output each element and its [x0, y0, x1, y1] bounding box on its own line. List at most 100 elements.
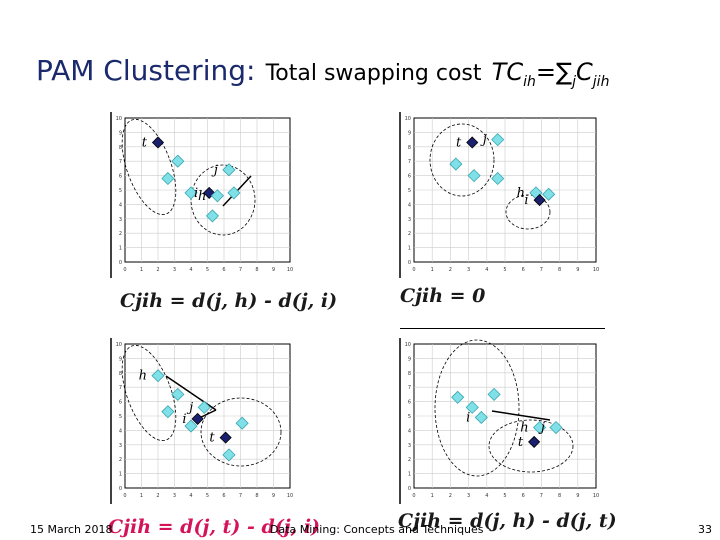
x-tick-label: 8 — [558, 493, 561, 499]
x-tick-label: 4 — [485, 267, 488, 273]
data-point-marker — [184, 419, 198, 433]
point-label: j — [211, 163, 218, 178]
footer-title: Data Mining: Concepts and Techniques — [270, 523, 484, 536]
x-tick-label: 7 — [540, 267, 543, 273]
x-tick-label: 9 — [272, 267, 275, 273]
scatter-panel-4: 10 9 8 7 6 5 4 3 2 1 0 0 1 2 3 4 5 6 7 8 9 10 i h j t — [399, 338, 600, 504]
y-tick-label: 7 — [408, 385, 411, 391]
scatter-panel-3: 10 9 8 7 6 5 4 3 2 1 0 0 1 2 3 4 5 6 7 8 9 10 h j i t — [110, 338, 294, 504]
x-tick-label: 1 — [431, 493, 434, 499]
data-point-marker — [171, 387, 185, 401]
y-tick-label: 4 — [119, 428, 122, 434]
y-tick-label: 2 — [408, 231, 411, 237]
y-tick-label: 10 — [405, 342, 411, 348]
x-tick-label: 5 — [503, 267, 506, 273]
x-tick-label: 5 — [503, 493, 506, 499]
y-tick-label: 3 — [119, 217, 122, 223]
point-label: i — [194, 186, 198, 201]
x-tick-label: 2 — [156, 493, 159, 499]
x-tick-label: 0 — [412, 493, 415, 499]
point-label: j — [538, 421, 545, 436]
medoid-marker — [191, 412, 204, 425]
x-tick-label: 0 — [123, 493, 126, 499]
point-label: t — [518, 435, 524, 450]
point-label: i — [182, 412, 186, 427]
x-tick-label: 6 — [222, 267, 225, 273]
y-tick-label: 5 — [119, 188, 122, 194]
data-point-marker — [467, 169, 481, 183]
point-label: i — [524, 193, 528, 208]
x-tick-label: 10 — [287, 267, 293, 273]
y-tick-label: 1 — [119, 472, 122, 478]
y-tick-label: 9 — [408, 130, 411, 136]
x-tick-label: 7 — [239, 267, 242, 273]
title-sub: Total swapping cost — [265, 61, 482, 86]
x-tick-label: 6 — [222, 493, 225, 499]
data-point-marker — [465, 400, 479, 414]
x-tick-label: 4 — [189, 493, 192, 499]
y-tick-label: 0 — [119, 486, 122, 492]
x-tick-label: 10 — [287, 493, 293, 499]
y-tick-label: 0 — [119, 260, 122, 266]
data-point-marker — [222, 448, 236, 462]
x-tick-label: 1 — [431, 267, 434, 273]
x-tick-label: 0 — [412, 267, 415, 273]
y-tick-label: 9 — [119, 356, 122, 362]
y-tick-label: 5 — [408, 414, 411, 420]
data-point-marker — [449, 157, 463, 171]
x-tick-label: 7 — [239, 493, 242, 499]
x-tick-label: 8 — [255, 267, 258, 273]
y-tick-label: 2 — [408, 457, 411, 463]
data-point-marker — [161, 405, 175, 419]
distance-line — [491, 410, 551, 421]
x-tick-label: 10 — [593, 493, 599, 499]
x-tick-label: 9 — [272, 493, 275, 499]
scatter-panel-2: 10 9 8 7 6 5 4 3 2 1 0 0 1 2 3 4 5 6 7 8 9 10 t j h i — [399, 112, 600, 278]
x-tick-label: 10 — [593, 267, 599, 273]
data-point-marker — [235, 416, 249, 430]
y-tick-label: 0 — [408, 486, 411, 492]
cluster-boundary — [429, 123, 495, 197]
y-tick-label: 8 — [408, 145, 411, 151]
data-point-marker — [487, 387, 501, 401]
medoid-marker — [151, 136, 165, 149]
y-tick-label: 6 — [119, 174, 122, 180]
y-tick-label: 4 — [408, 202, 411, 208]
title-formula-sum-sub: j — [572, 73, 577, 90]
medoid-marker — [528, 435, 541, 448]
cluster-boundary — [190, 164, 256, 236]
x-tick-label: 9 — [576, 493, 579, 499]
point-label: h — [517, 186, 525, 201]
point-label: t — [209, 431, 215, 446]
point-label: h — [139, 369, 147, 384]
point-label: t — [456, 135, 462, 150]
title-formula: TCih=∑jCjih — [492, 58, 610, 90]
x-tick-label: 5 — [206, 267, 209, 273]
cluster-boundary — [121, 119, 177, 215]
x-tick-label: 8 — [558, 267, 561, 273]
y-tick-label: 10 — [405, 116, 411, 122]
point-label: h — [520, 421, 528, 436]
x-tick-label: 4 — [485, 493, 488, 499]
y-tick-label: 9 — [119, 130, 122, 136]
data-point-marker — [184, 186, 198, 200]
x-tick-label: 6 — [522, 267, 525, 273]
title-formula-eq: =∑ — [535, 58, 573, 86]
data-point-marker — [474, 410, 488, 425]
cluster-boundary — [505, 194, 551, 230]
y-tick-label: 5 — [119, 414, 122, 420]
data-point-marker — [533, 420, 547, 435]
x-tick-label: 3 — [173, 267, 176, 273]
point-label: h — [198, 189, 206, 204]
y-tick-label: 1 — [119, 246, 122, 252]
x-tick-label: 4 — [189, 267, 192, 273]
x-tick-label: 3 — [467, 493, 470, 499]
y-tick-label: 8 — [119, 145, 122, 151]
title-main: PAM Clustering: — [36, 54, 256, 87]
y-tick-label: 6 — [408, 400, 411, 406]
y-tick-label: 10 — [116, 116, 122, 122]
